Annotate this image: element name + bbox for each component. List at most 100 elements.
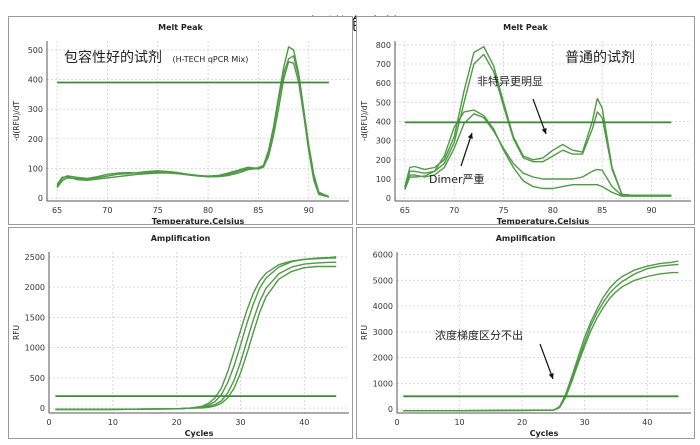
series-line bbox=[55, 265, 337, 411]
chart-title: Amplification bbox=[151, 234, 211, 243]
y-tick-label: 0 bbox=[40, 404, 45, 413]
series-line bbox=[56, 46, 330, 198]
series-line bbox=[404, 113, 672, 197]
y-tick-label: 3000 bbox=[373, 328, 393, 337]
x-tick-label: 40 bbox=[299, 418, 309, 427]
annotation-arrow bbox=[532, 98, 547, 135]
x-tick-label: 10 bbox=[454, 418, 464, 427]
y-tick-label: 500 bbox=[28, 46, 43, 55]
y-tick-label: 700 bbox=[376, 60, 391, 69]
x-tick-label: 30 bbox=[580, 418, 590, 427]
series-line bbox=[55, 261, 337, 411]
x-tick-label: 65 bbox=[52, 206, 62, 215]
y-tick-label: 100 bbox=[376, 175, 391, 184]
amplification-panel-common: 0 10 20 30 40 0 1000 2000 3000 4000 5000 6000 Amplif… bbox=[356, 227, 695, 439]
x-axis-label: Temperature,Celsius bbox=[497, 217, 590, 224]
series-line bbox=[56, 61, 330, 198]
x-tick-label: 10 bbox=[108, 418, 118, 427]
y-tick-label: 1000 bbox=[373, 379, 393, 388]
annotation-gradient: 浓度梯度区分不出 bbox=[435, 327, 523, 343]
x-tick-label: 80 bbox=[548, 206, 558, 215]
y-tick-label: 1500 bbox=[25, 313, 45, 322]
y-tick-label: 300 bbox=[376, 137, 391, 146]
amplification-panel-good: 0 10 20 30 40 0 500 1000 1500 2000 2500 Amplificati… bbox=[8, 227, 353, 439]
series-line bbox=[56, 55, 330, 198]
y-tick-label: 600 bbox=[376, 79, 391, 88]
melt-peak-chart-good: 65 70 75 80 85 90 0 100 200 300 400 500 Melt Peak Tem… bbox=[12, 23, 349, 224]
x-tick-label: 70 bbox=[449, 206, 459, 215]
y-tick-label: 0 bbox=[386, 194, 391, 203]
y-axis-label: RFU bbox=[12, 325, 21, 340]
panel-note-text: 包容性好的试剂 bbox=[64, 50, 162, 66]
x-axis-label: Cycles bbox=[185, 429, 214, 438]
y-tick-label: 6000 bbox=[373, 251, 393, 260]
y-tick-label: 400 bbox=[376, 117, 391, 126]
annotation-arrow bbox=[539, 343, 554, 380]
annotation-text: Dimer严重 bbox=[429, 173, 485, 186]
y-tick-label: 5000 bbox=[373, 276, 393, 285]
chart-plot-area: 0 10 20 30 40 0 500 1000 1500 2000 2500 Amplificati… bbox=[12, 234, 349, 438]
y-tick-label: 800 bbox=[376, 41, 391, 50]
chart-plot-area: 0 10 20 30 40 0 1000 2000 3000 4000 5000 6000 Amplif… bbox=[360, 234, 691, 438]
x-tick-label: 65 bbox=[400, 206, 410, 215]
x-tick-label: 85 bbox=[597, 206, 607, 215]
y-tick-label: 500 bbox=[376, 98, 391, 107]
y-axis-label: RFU bbox=[360, 325, 369, 340]
y-tick-label: 0 bbox=[388, 405, 393, 414]
series-line bbox=[55, 257, 337, 411]
x-tick-label: 75 bbox=[153, 206, 163, 215]
chart-plot-area: 65 70 75 80 85 90 0 100 200 300 400 500 600 700 800 Mel… bbox=[360, 23, 691, 224]
annotation-arrowhead bbox=[548, 373, 554, 379]
panel-note-text: 普通的试剂 bbox=[565, 50, 635, 66]
chart-title: Amplification bbox=[496, 234, 556, 243]
y-axis-label: -d(RFU)/dT bbox=[360, 100, 369, 141]
panel-note-sub: (H-TECH qPCR Mix) bbox=[172, 55, 249, 64]
series-line bbox=[403, 271, 679, 412]
x-tick-label: 30 bbox=[235, 418, 245, 427]
series-line bbox=[404, 53, 672, 197]
y-tick-label: 0 bbox=[38, 194, 43, 203]
panel-note: 普通的试剂 bbox=[565, 47, 635, 67]
y-tick-label: 4000 bbox=[373, 302, 393, 311]
x-tick-label: 20 bbox=[172, 418, 182, 427]
y-tick-label: 1000 bbox=[25, 344, 45, 353]
x-tick-label: 90 bbox=[646, 206, 656, 215]
y-axis-label: -d(RFU)/dT bbox=[12, 100, 21, 141]
annotation-text: 浓度梯度区分不出 bbox=[435, 329, 523, 342]
y-tick-label: 400 bbox=[28, 76, 43, 85]
annotation-dimer: Dimer严重 bbox=[429, 171, 485, 187]
x-tick-label: 75 bbox=[498, 206, 508, 215]
y-tick-label: 200 bbox=[376, 156, 391, 165]
y-tick-label: 300 bbox=[28, 105, 43, 114]
amplification-chart-good: 0 10 20 30 40 0 500 1000 1500 2000 2500 Amplificati… bbox=[12, 234, 349, 438]
melt-peak-chart-common: 65 70 75 80 85 90 0 100 200 300 400 500 600 700 800 Mel… bbox=[360, 23, 691, 224]
x-axis-label: Cycles bbox=[530, 429, 559, 438]
chart-plot-area: 65 70 75 80 85 90 0 100 200 300 400 500 Melt Peak Tem… bbox=[12, 23, 349, 224]
y-tick-label: 2500 bbox=[25, 253, 45, 262]
y-tick-label: 100 bbox=[28, 164, 43, 173]
annotation-arrowhead bbox=[467, 133, 473, 139]
panel-note: 包容性好的试剂 (H-TECH qPCR Mix) bbox=[64, 47, 248, 67]
annotation-arrowhead bbox=[541, 128, 547, 134]
x-tick-label: 90 bbox=[304, 206, 314, 215]
chart-title: Melt Peak bbox=[503, 23, 548, 32]
y-tick-label: 2000 bbox=[373, 354, 393, 363]
melt-peak-panel-common: 65 70 75 80 85 90 0 100 200 300 400 500 600 700 800 Mel… bbox=[356, 16, 695, 225]
x-tick-label: 80 bbox=[203, 206, 213, 215]
series-line bbox=[55, 256, 337, 411]
x-tick-label: 0 bbox=[394, 418, 399, 427]
y-tick-label: 200 bbox=[28, 135, 43, 144]
x-tick-label: 40 bbox=[642, 418, 652, 427]
x-tick-label: 85 bbox=[253, 206, 263, 215]
x-tick-label: 70 bbox=[102, 206, 112, 215]
annotation-text: 非特异更明显 bbox=[477, 75, 543, 88]
y-tick-label: 500 bbox=[30, 374, 45, 383]
x-tick-label: 20 bbox=[517, 418, 527, 427]
annotation-nonspecific: 非特异更明显 bbox=[477, 73, 543, 89]
series-line bbox=[404, 109, 672, 197]
amplification-chart-common: 0 10 20 30 40 0 1000 2000 3000 4000 5000 6000 Amplif… bbox=[360, 234, 691, 438]
annotation-arrow bbox=[460, 132, 473, 167]
y-tick-label: 2000 bbox=[25, 283, 45, 292]
x-tick-label: 0 bbox=[46, 418, 51, 427]
x-axis-label: Temperature,Celsius bbox=[152, 217, 245, 224]
